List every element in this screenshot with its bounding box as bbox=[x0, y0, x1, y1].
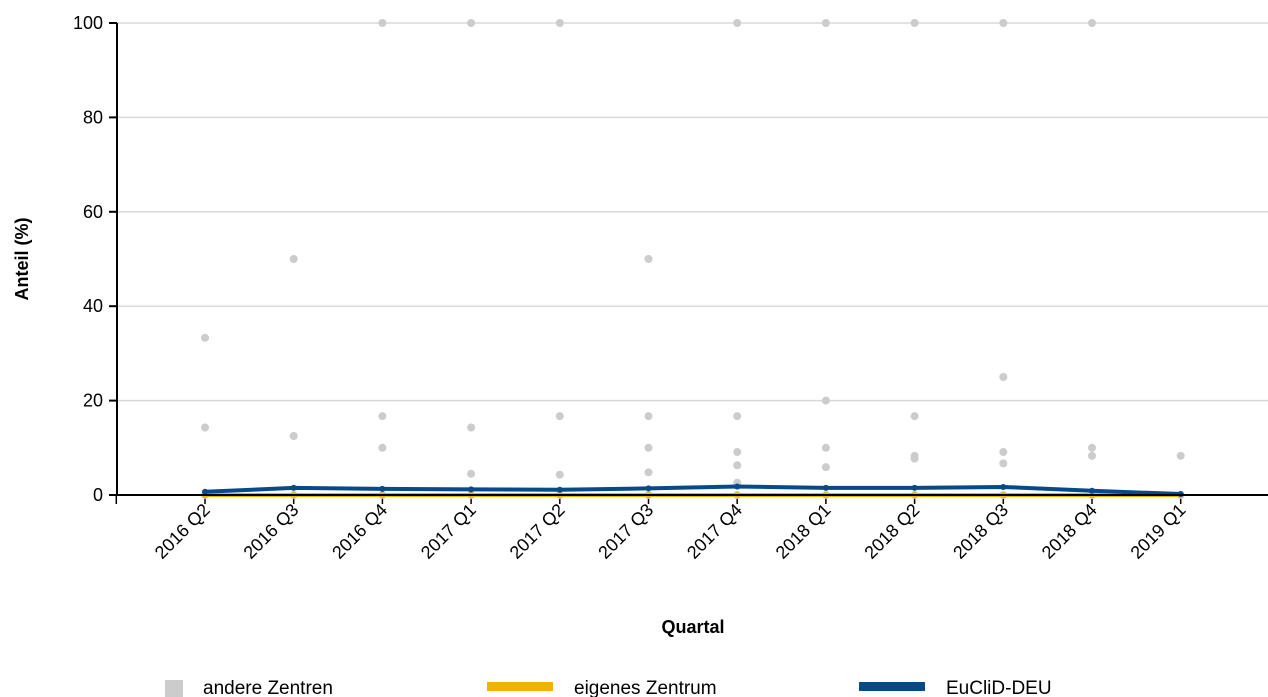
y-tick-label-20: 20 bbox=[83, 391, 103, 411]
series-point bbox=[734, 483, 741, 490]
legend-label: EuCliD-DEU bbox=[946, 678, 1052, 697]
scatter-point bbox=[821, 19, 830, 27]
x-tick-label: 2017 Q2 bbox=[506, 500, 569, 563]
scatter-point bbox=[289, 255, 298, 263]
scatter-point bbox=[733, 461, 742, 470]
legend: andere Zentren eigenes Zentrum EuCliD-DEU bbox=[165, 678, 1052, 697]
legend-label: eigenes Zentrum bbox=[574, 678, 717, 697]
series-point bbox=[379, 485, 386, 492]
y-axis-ticks: 0 20 40 60 80 100 bbox=[73, 13, 117, 505]
scatter-point bbox=[910, 454, 919, 463]
series-point bbox=[645, 485, 652, 492]
scatter-point bbox=[378, 412, 387, 421]
scatter-point bbox=[999, 19, 1008, 27]
scatter-point bbox=[1176, 451, 1185, 460]
scatter-point bbox=[467, 469, 476, 478]
legend-item-andere-zentren: andere Zentren bbox=[165, 678, 333, 697]
scatter-point bbox=[644, 443, 653, 452]
y-tick-label-60: 60 bbox=[83, 202, 103, 222]
scatter-point bbox=[821, 443, 830, 452]
scatter-point bbox=[999, 459, 1008, 468]
scatter-point bbox=[555, 470, 564, 479]
x-axis-ticks: 2016 Q2 2016 Q3 2016 Q4 2017 Q1 2017 Q2 2017 … bbox=[115, 495, 1190, 563]
y-tick-label-40: 40 bbox=[83, 296, 103, 316]
series-line-euclid-deu bbox=[204, 484, 1181, 497]
series-point bbox=[202, 488, 208, 495]
x-tick-label: 2019 Q1 bbox=[1127, 500, 1190, 563]
scatter-point bbox=[201, 333, 209, 342]
x-tick-label: 2018 Q1 bbox=[772, 500, 835, 563]
series-point bbox=[468, 486, 475, 493]
scatter-point bbox=[555, 412, 564, 421]
series-point bbox=[822, 484, 829, 491]
scatter-points-andere-zentren bbox=[201, 19, 1185, 499]
series-point bbox=[1089, 487, 1095, 494]
grid-lines bbox=[117, 22, 1268, 402]
y-tick-label-0: 0 bbox=[93, 485, 103, 505]
x-tick-label: 2017 Q1 bbox=[417, 500, 480, 563]
x-tick-label: 2018 Q4 bbox=[1038, 500, 1101, 563]
y-tick-label-80: 80 bbox=[83, 107, 103, 127]
scatter-point bbox=[821, 396, 830, 405]
x-tick-label: 2016 Q4 bbox=[328, 500, 391, 563]
x-tick-label: 2016 Q3 bbox=[240, 500, 303, 563]
legend-item-euclid-deu: EuCliD-DEU bbox=[859, 678, 1052, 697]
series-point bbox=[1000, 483, 1007, 490]
scatter-point bbox=[733, 448, 742, 457]
scatter-point bbox=[733, 19, 742, 27]
scatter-point bbox=[999, 373, 1008, 381]
x-tick-label: 2017 Q3 bbox=[594, 500, 657, 563]
series-point bbox=[556, 486, 563, 493]
x-tick-label: 2017 Q4 bbox=[683, 500, 746, 563]
series-point bbox=[290, 484, 297, 491]
scatter-point bbox=[289, 432, 298, 440]
series-point bbox=[911, 484, 918, 491]
scatter-point bbox=[644, 468, 653, 477]
scatter-point bbox=[1088, 451, 1096, 460]
scatter-point bbox=[555, 19, 564, 27]
scatter-point bbox=[201, 423, 209, 432]
scatter-point bbox=[378, 443, 387, 452]
legend-swatch bbox=[487, 682, 553, 691]
y-tick-label-100: 100 bbox=[73, 13, 103, 33]
x-tick-label: 2016 Q2 bbox=[151, 500, 214, 563]
scatter-point bbox=[644, 412, 653, 421]
legend-swatch bbox=[165, 680, 183, 697]
scatter-point bbox=[910, 19, 919, 27]
x-tick-label: 2018 Q3 bbox=[949, 500, 1012, 563]
y-axis-title: Anteil (%) bbox=[12, 217, 32, 300]
x-axis-title: Quartal bbox=[661, 617, 724, 637]
x-tick-label: 2018 Q2 bbox=[860, 500, 923, 563]
scatter-point bbox=[999, 448, 1008, 457]
scatter-point bbox=[1088, 19, 1096, 27]
legend-label: andere Zentren bbox=[203, 678, 333, 697]
scatter-point bbox=[910, 412, 919, 421]
scatter-point bbox=[644, 255, 653, 263]
scatter-point bbox=[378, 19, 387, 27]
legend-item-eigenes-zentrum: eigenes Zentrum bbox=[487, 678, 717, 697]
scatter-point bbox=[467, 19, 476, 27]
scatter-point bbox=[733, 412, 742, 421]
scatter-point bbox=[1088, 443, 1096, 452]
scatter-point bbox=[467, 423, 476, 432]
legend-swatch bbox=[859, 682, 925, 691]
scatter-point bbox=[821, 463, 830, 472]
